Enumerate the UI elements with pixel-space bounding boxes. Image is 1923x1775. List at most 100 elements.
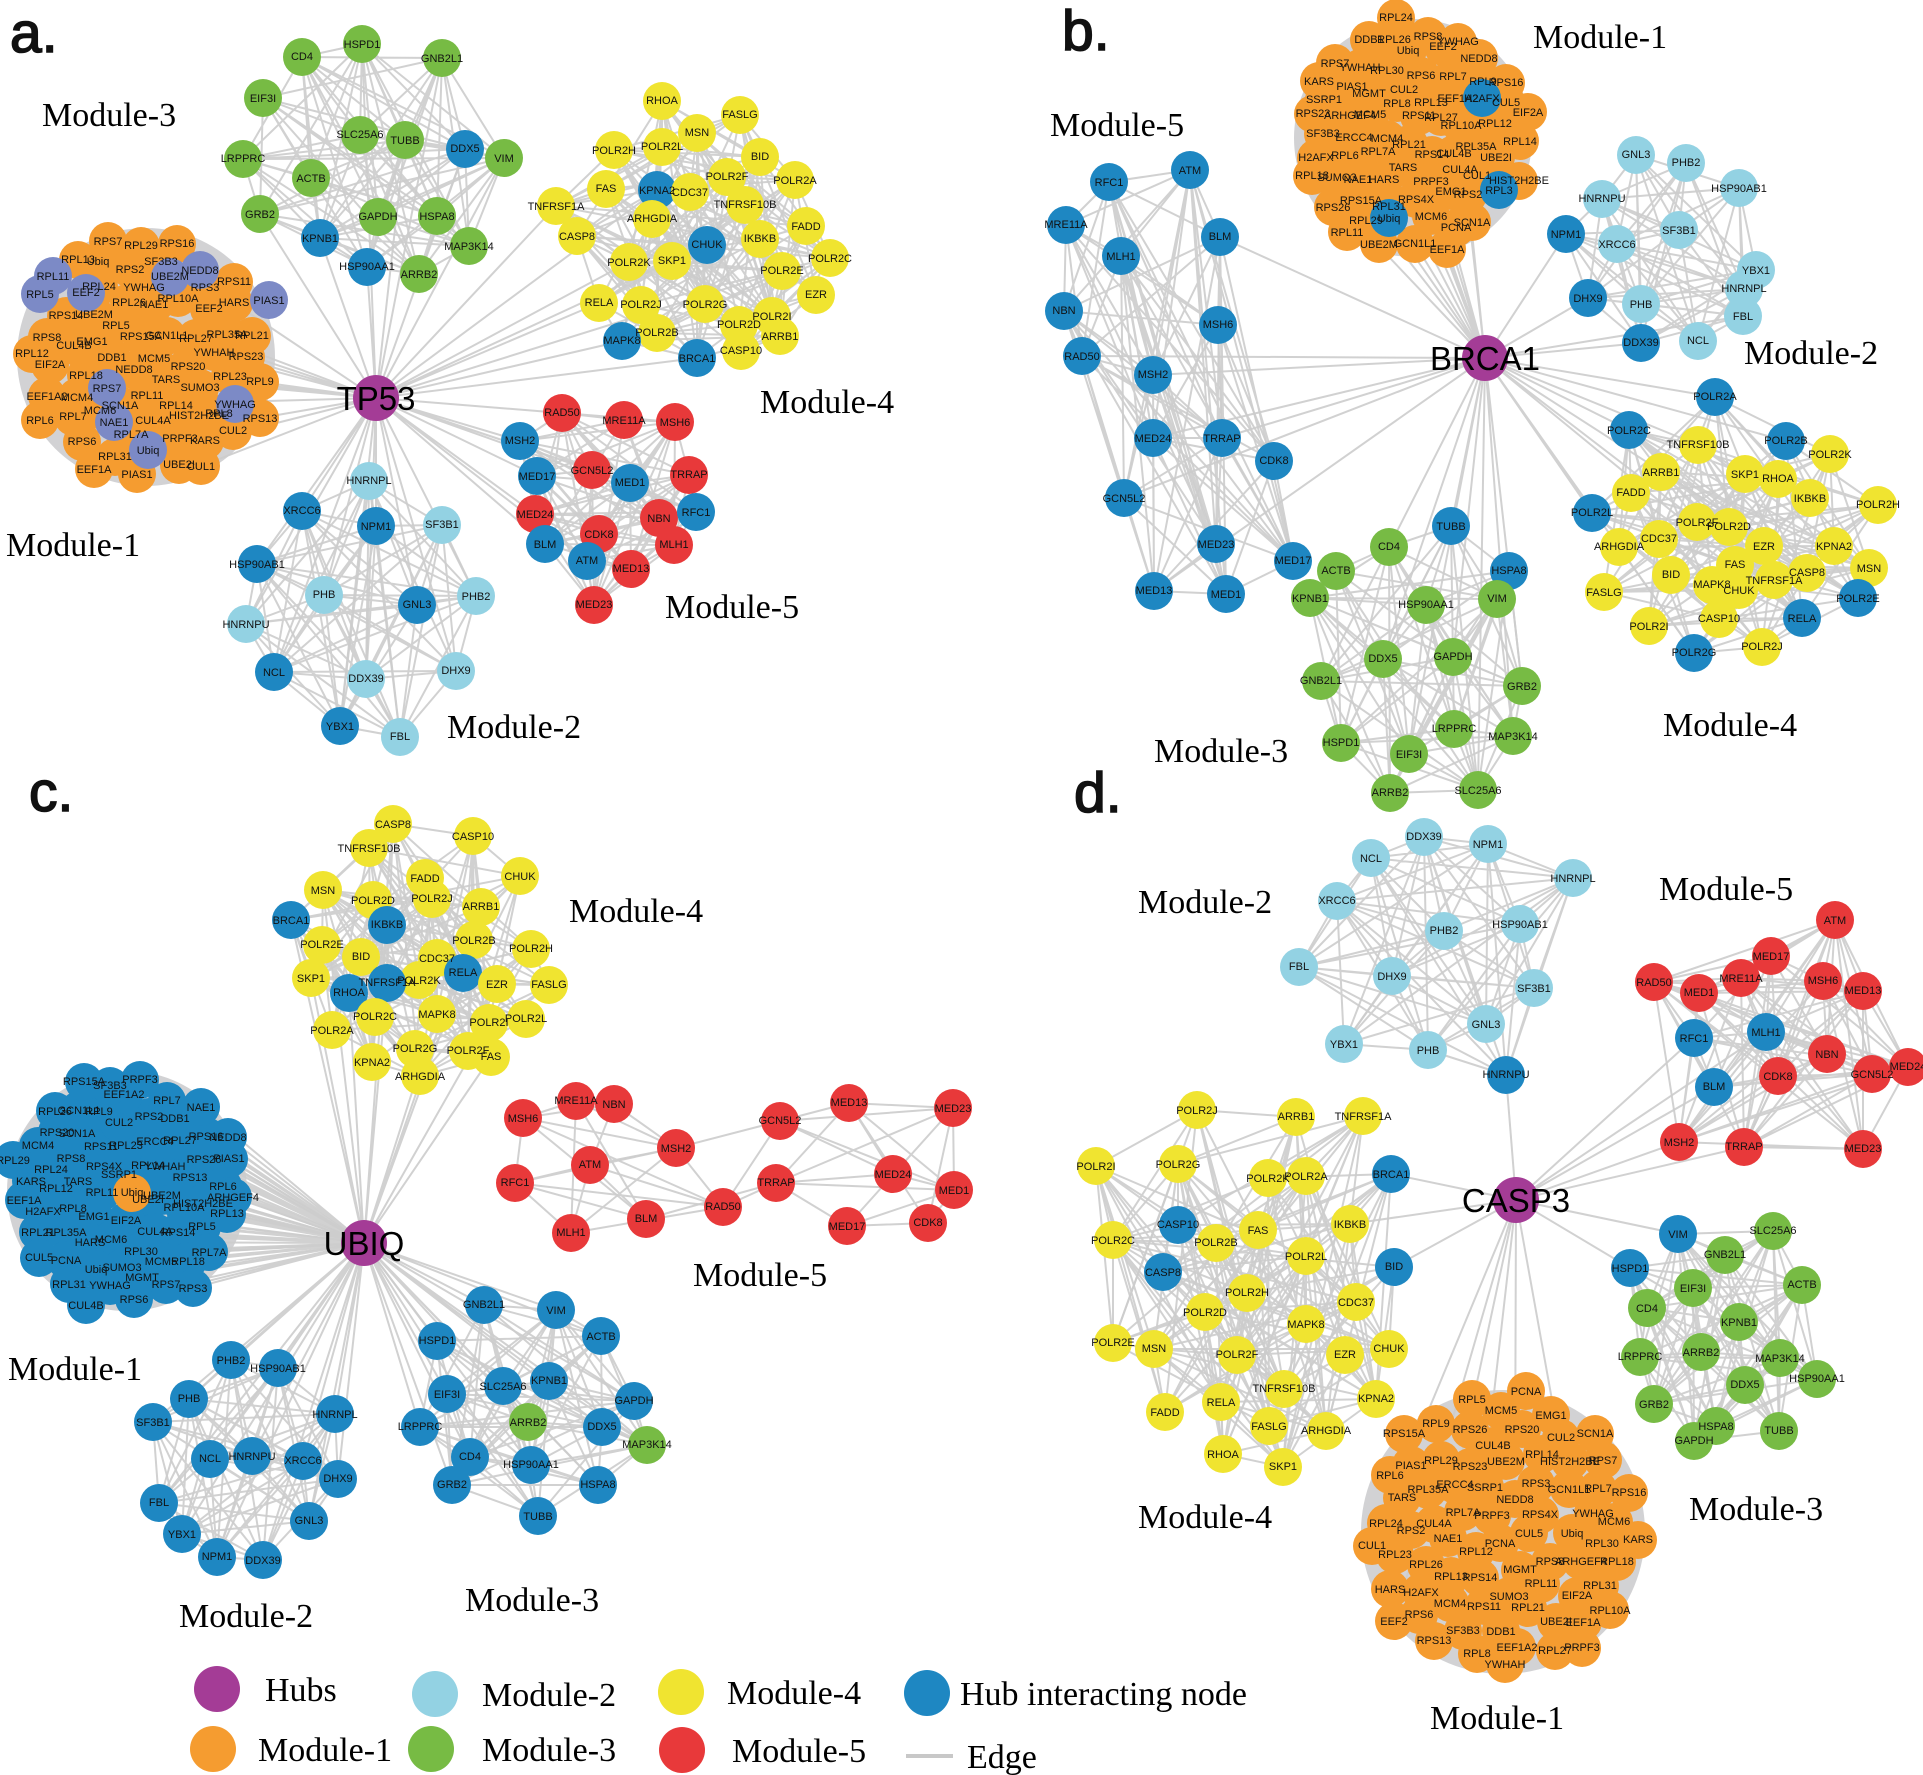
svg-text:RPL26: RPL26 <box>112 297 146 309</box>
svg-text:POLR2D: POLR2D <box>1183 1307 1227 1319</box>
svg-text:MED17: MED17 <box>519 471 556 483</box>
svg-text:RPS11: RPS11 <box>217 276 251 288</box>
svg-text:FBL: FBL <box>390 731 410 743</box>
svg-text:HARS: HARS <box>1369 174 1400 186</box>
svg-text:ERCC4: ERCC4 <box>1436 1479 1473 1491</box>
svg-text:POLR2K: POLR2K <box>607 257 651 269</box>
svg-text:CUL1: CUL1 <box>187 461 215 473</box>
svg-text:GCN1L1: GCN1L1 <box>146 330 189 342</box>
svg-text:NAE1: NAE1 <box>187 1102 216 1114</box>
svg-text:RPS6: RPS6 <box>68 436 97 448</box>
svg-text:POLR2A: POLR2A <box>1693 391 1737 403</box>
svg-text:RPL29: RPL29 <box>1424 1455 1458 1467</box>
svg-text:RPL26: RPL26 <box>38 1106 72 1118</box>
svg-text:ATM: ATM <box>576 555 598 567</box>
svg-text:GAPDH: GAPDH <box>358 211 397 223</box>
svg-text:CUL4A: CUL4A <box>1442 164 1478 176</box>
svg-text:YWHAG: YWHAG <box>214 399 256 411</box>
svg-text:MAPK8: MAPK8 <box>418 1009 455 1021</box>
svg-text:MCM6: MCM6 <box>84 405 116 417</box>
svg-text:HSPD1: HSPD1 <box>1612 1263 1649 1275</box>
svg-text:GAPDH: GAPDH <box>1674 1435 1713 1447</box>
svg-text:FADD: FADD <box>1150 1407 1179 1419</box>
svg-text:HSP90AB1: HSP90AB1 <box>250 1363 306 1375</box>
svg-text:NPM1: NPM1 <box>1551 229 1582 241</box>
svg-text:Module-2: Module-2 <box>1744 335 1878 372</box>
svg-text:ARRB2: ARRB2 <box>401 269 438 281</box>
svg-text:CUL1: CUL1 <box>1463 170 1491 182</box>
svg-text:Module-4: Module-4 <box>1663 707 1797 744</box>
svg-text:RPL6: RPL6 <box>26 415 54 427</box>
svg-text:MED1: MED1 <box>1211 589 1242 601</box>
svg-text:FASLG: FASLG <box>1251 1421 1286 1433</box>
svg-text:POLR2B: POLR2B <box>1194 1237 1237 1249</box>
svg-text:RAD50: RAD50 <box>544 407 579 419</box>
svg-text:SF3B1: SF3B1 <box>425 519 459 531</box>
svg-text:TRRAP: TRRAP <box>757 1177 794 1189</box>
svg-text:RPL12: RPL12 <box>1459 1546 1493 1558</box>
svg-text:TUBB: TUBB <box>1764 1425 1793 1437</box>
svg-text:BID: BID <box>352 951 370 963</box>
svg-text:CASP10: CASP10 <box>1157 1219 1199 1231</box>
svg-text:UBE2I: UBE2I <box>1540 1616 1572 1628</box>
svg-text:UBE2M: UBE2M <box>143 1190 181 1202</box>
svg-text:POLR2C: POLR2C <box>1091 1235 1135 1247</box>
svg-text:MSH6: MSH6 <box>660 417 691 429</box>
svg-text:POLR2I: POLR2I <box>469 1017 508 1029</box>
svg-text:RPL31: RPL31 <box>52 1279 86 1291</box>
svg-text:HSP90AB1: HSP90AB1 <box>1492 919 1548 931</box>
svg-text:GCN5L2: GCN5L2 <box>1103 493 1146 505</box>
svg-text:MRE11A: MRE11A <box>554 1095 598 1107</box>
svg-text:POLR2F: POLR2F <box>1216 1349 1259 1361</box>
svg-text:RELA: RELA <box>1788 613 1817 625</box>
svg-text:GNB2L1: GNB2L1 <box>421 53 463 65</box>
svg-text:YBX1: YBX1 <box>168 1529 196 1541</box>
svg-text:GRB2: GRB2 <box>437 1479 467 1491</box>
svg-text:CHUK: CHUK <box>1723 585 1755 597</box>
svg-text:HNRNPL: HNRNPL <box>1550 873 1595 885</box>
svg-text:POLR2G: POLR2G <box>393 1043 438 1055</box>
svg-text:RPL18: RPL18 <box>171 1256 205 1268</box>
svg-text:MCM4: MCM4 <box>22 1140 54 1152</box>
svg-text:HSPA8: HSPA8 <box>1698 1421 1733 1433</box>
svg-text:RPL6: RPL6 <box>209 1181 237 1193</box>
svg-text:POLR2A: POLR2A <box>1284 1171 1328 1183</box>
svg-text:HNRNPU: HNRNPU <box>1482 1069 1529 1081</box>
svg-text:CD4: CD4 <box>1636 1303 1658 1315</box>
svg-text:TNFRSF1A: TNFRSF1A <box>528 201 586 213</box>
svg-text:Module-3: Module-3 <box>482 1732 616 1769</box>
svg-text:BRCA1: BRCA1 <box>1430 340 1540 377</box>
svg-text:HNRNPL: HNRNPL <box>312 1409 357 1421</box>
svg-text:PIAS1: PIAS1 <box>253 295 284 307</box>
svg-text:POLR2B: POLR2B <box>1764 435 1807 447</box>
svg-text:SSRP1: SSRP1 <box>101 1169 137 1181</box>
svg-text:ERCC4: ERCC4 <box>1335 132 1372 144</box>
svg-text:RPS8: RPS8 <box>1536 1556 1565 1568</box>
svg-text:HSP90AB1: HSP90AB1 <box>1711 183 1767 195</box>
svg-text:MCM6: MCM6 <box>1598 1516 1630 1528</box>
svg-text:FADD: FADD <box>791 221 820 233</box>
svg-text:TNFRSF1A: TNFRSF1A <box>1746 575 1804 587</box>
svg-text:SKP1: SKP1 <box>658 255 686 267</box>
svg-text:KPNB1: KPNB1 <box>1292 593 1328 605</box>
svg-text:Ubiq: Ubiq <box>1561 1528 1584 1540</box>
svg-text:ACTB: ACTB <box>586 1331 615 1343</box>
svg-text:CUL2: CUL2 <box>105 1117 133 1129</box>
svg-text:FAS: FAS <box>596 183 617 195</box>
svg-text:UBE2I: UBE2I <box>163 459 195 471</box>
svg-text:POLR2C: POLR2C <box>1607 425 1651 437</box>
svg-text:UBE2I: UBE2I <box>132 1194 164 1206</box>
svg-text:ATM: ATM <box>1824 915 1846 927</box>
svg-text:MED17: MED17 <box>1275 555 1312 567</box>
svg-text:DDX39: DDX39 <box>245 1555 280 1567</box>
svg-text:Module-5: Module-5 <box>693 1257 827 1294</box>
svg-text:RPL7: RPL7 <box>59 411 87 423</box>
svg-text:SLC25A6: SLC25A6 <box>336 129 383 141</box>
svg-text:RPL24: RPL24 <box>82 281 116 293</box>
svg-text:RPS7: RPS7 <box>152 1279 181 1291</box>
svg-text:POLR2L: POLR2L <box>1285 1251 1327 1263</box>
svg-text:RPL8: RPL8 <box>1463 1648 1491 1660</box>
svg-text:RPL27: RPL27 <box>1424 112 1458 124</box>
svg-text:Module-2: Module-2 <box>1138 884 1272 921</box>
svg-text:HIST2H2BE: HIST2H2BE <box>1489 175 1549 187</box>
